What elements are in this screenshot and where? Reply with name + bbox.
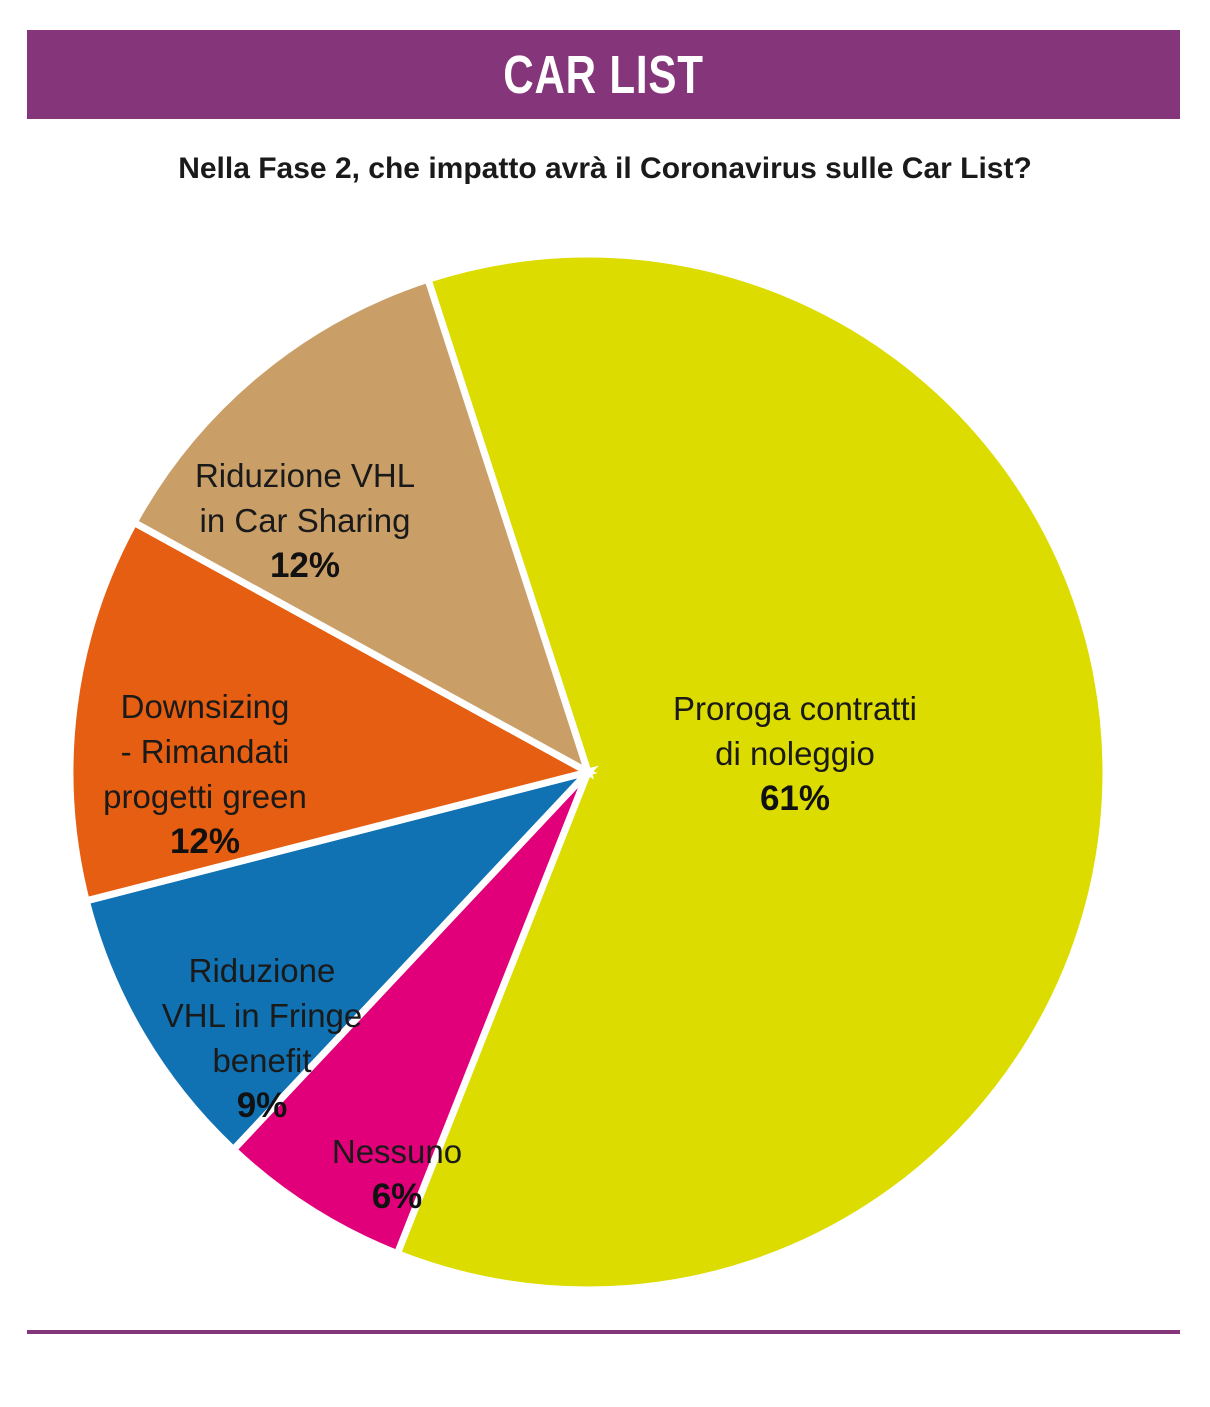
pie-slice-fringe-benefit — [82, 765, 599, 1155]
slice-label-group-car-sharing: Riduzione VHL in Car Sharing 12% — [195, 457, 415, 585]
slice-value-proroga: 61% — [760, 779, 830, 818]
slice-label-fringe-benefit-line-2: VHL in Fringe — [162, 997, 363, 1034]
slice-label-fringe-benefit-line-3: benefit — [212, 1042, 311, 1079]
chart-title: Nella Fase 2, che impatto avrà il Corona… — [178, 152, 1032, 185]
slice-label-proroga-line-2: di noleggio — [715, 735, 875, 772]
pie-slice-downsizing — [66, 517, 598, 906]
slice-label-group-proroga: Proroga contratti di noleggio 61% — [673, 690, 917, 818]
slice-value-car-sharing: 12% — [270, 546, 340, 585]
bottom-divider — [27, 1330, 1180, 1334]
slice-value-downsizing: 12% — [170, 822, 240, 861]
slice-label-downsizing-line-1: Downsizing — [121, 688, 290, 725]
slice-label-fringe-benefit-line-1: Riduzione — [189, 952, 336, 989]
pie-slice-car-sharing — [129, 274, 595, 780]
slice-value-fringe-benefit: 9% — [237, 1086, 288, 1125]
slice-label-nessuno-line-1: Nessuno — [332, 1133, 462, 1170]
slice-label-proroga-line-1: Proroga contratti — [673, 690, 917, 727]
slice-label-downsizing-line-2: - Rimandati — [121, 733, 290, 770]
page-title: CAR LIST — [503, 44, 704, 105]
slice-label-car-sharing-line-1: Riduzione VHL — [195, 457, 415, 494]
slice-value-nessuno: 6% — [372, 1177, 423, 1216]
slice-label-group-downsizing: Downsizing - Rimandati progetti green 12% — [103, 688, 307, 861]
slice-label-group-nessuno: Nessuno 6% — [332, 1133, 462, 1216]
pie-slice-nessuno — [228, 769, 592, 1259]
slice-label-group-fringe-benefit: Riduzione VHL in Fringe benefit 9% — [162, 952, 363, 1125]
pie-slice-proroga — [392, 250, 1110, 1294]
slice-label-car-sharing-line-2: in Car Sharing — [200, 502, 411, 539]
slice-label-downsizing-line-3: progetti green — [103, 778, 307, 815]
header-banner: CAR LIST — [27, 30, 1180, 119]
